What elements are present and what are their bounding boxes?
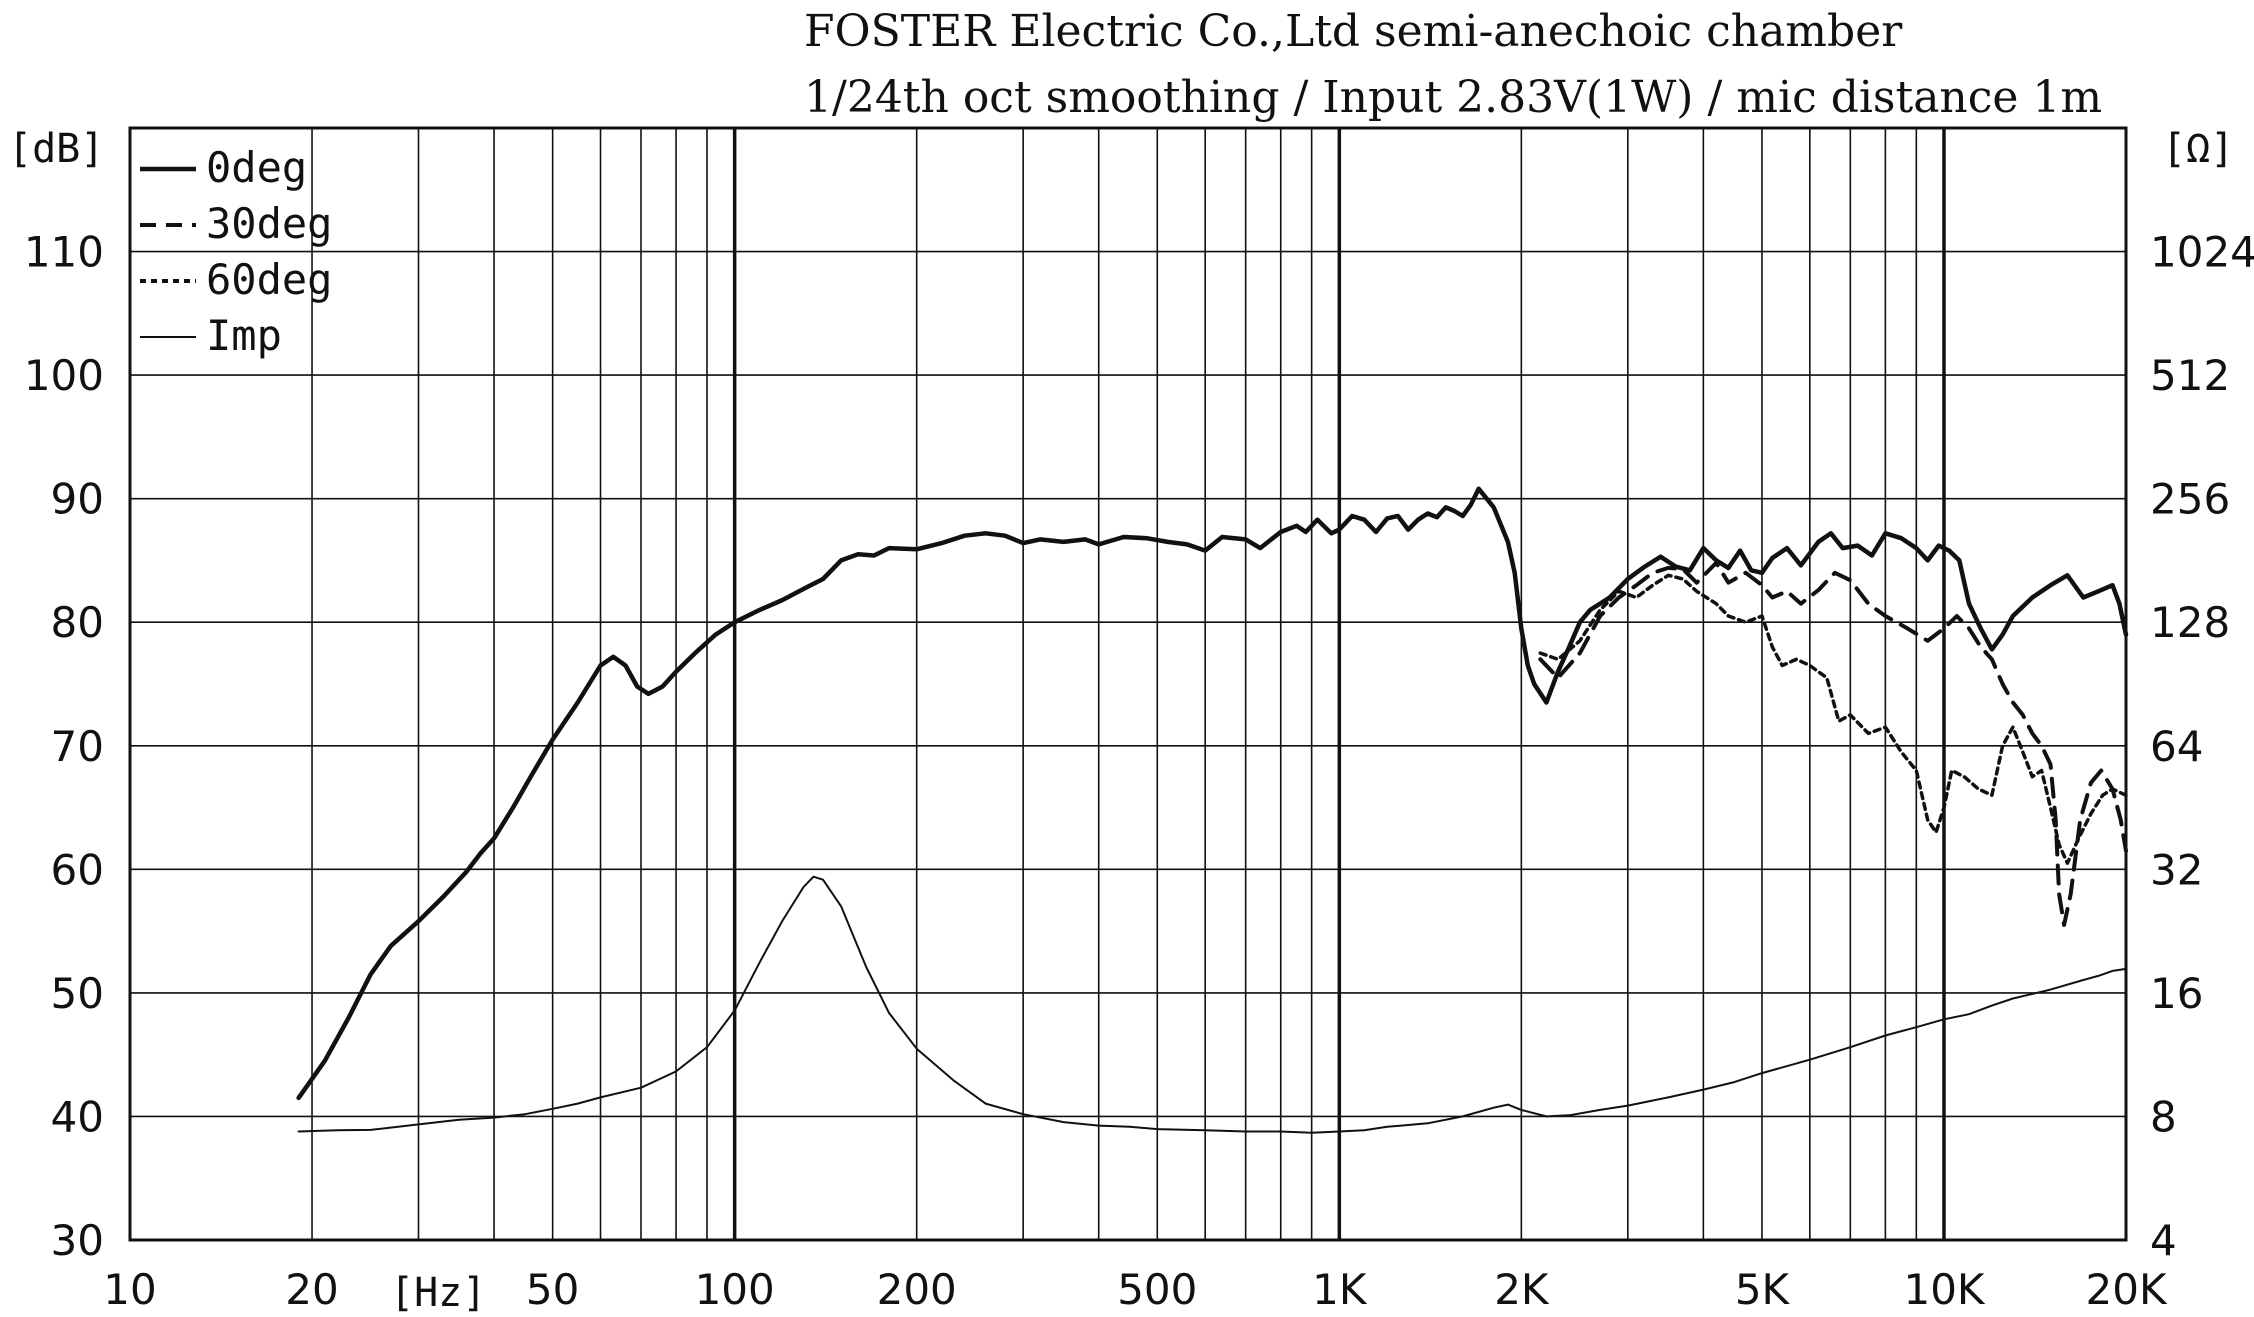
legend: 0deg 30deg 60deg Imp [140,143,332,360]
y2-tick-label: 512 [2150,351,2230,400]
legend-label-imp: Imp [206,311,282,360]
y2-tick-label: 256 [2150,475,2230,524]
x-axis-unit-label: [Hz] [390,1270,486,1316]
y-tick-label: 110 [24,228,104,277]
y2-tick-label: 32 [2150,845,2203,894]
y-tick-labels: 30 40 50 60 70 80 90 100 110 [24,228,104,1265]
y2-tick-label: 128 [2150,598,2230,647]
grid [130,128,2126,1240]
y-tick-label: 100 [24,351,104,400]
chart-title: FOSTER Electric Co.,Ltd semi-anechoic ch… [804,6,1903,57]
series-line-imp [297,875,2127,1134]
y-tick-label: 70 [51,722,104,771]
y-tick-label: 40 [51,1092,104,1141]
x-tick-label: 2K [1494,1265,1550,1314]
legend-label-30deg: 30deg [206,199,332,248]
y-tick-label: 80 [51,598,104,647]
y-tick-label: 60 [51,845,104,894]
y2-tick-label: 8 [2150,1092,2177,1141]
series-line-0deg [296,486,2129,1101]
x-tick-label: 100 [695,1265,775,1314]
x-tick-label: 1K [1312,1265,1368,1314]
series-line-60deg [1538,573,2128,865]
y-axis-unit-label: [dB] [8,126,104,172]
plot-frame [128,126,2128,1242]
x-tick-label: 20K [2086,1265,2168,1314]
legend-label-60deg: 60deg [206,255,332,304]
y2-tick-label: 1024 [2150,228,2254,277]
y2-tick-label: 4 [2150,1216,2177,1265]
y2-axis-unit-label: [Ω] [2162,126,2234,172]
x-tick-label: 200 [877,1265,957,1314]
x-tick-label: 50 [526,1265,579,1314]
x-tick-label: 500 [1117,1265,1197,1314]
series-line-30deg [1538,560,2128,927]
x-tick-label: 10K [1903,1265,1985,1314]
y2-tick-label: 16 [2150,969,2203,1018]
x-tick-label: 5K [1735,1265,1791,1314]
x-tick-label: 20 [285,1265,338,1314]
legend-label-0deg: 0deg [206,143,307,192]
series-lines [296,486,2129,1134]
x-tick-labels: 10 20 50 100 200 500 1K 2K 5K 10K 20K [103,1265,2168,1314]
y-tick-label: 90 [51,475,104,524]
y2-tick-label: 64 [2150,722,2203,771]
y-tick-label: 30 [51,1216,104,1265]
y-tick-label: 50 [51,969,104,1018]
y2-tick-labels: 4 8 16 32 64 128 256 512 1024 [2150,228,2254,1265]
chart-subtitle: 1/24th oct smoothing / Input 2.83V(1W) /… [804,72,2102,123]
x-tick-label: 10 [103,1265,156,1314]
